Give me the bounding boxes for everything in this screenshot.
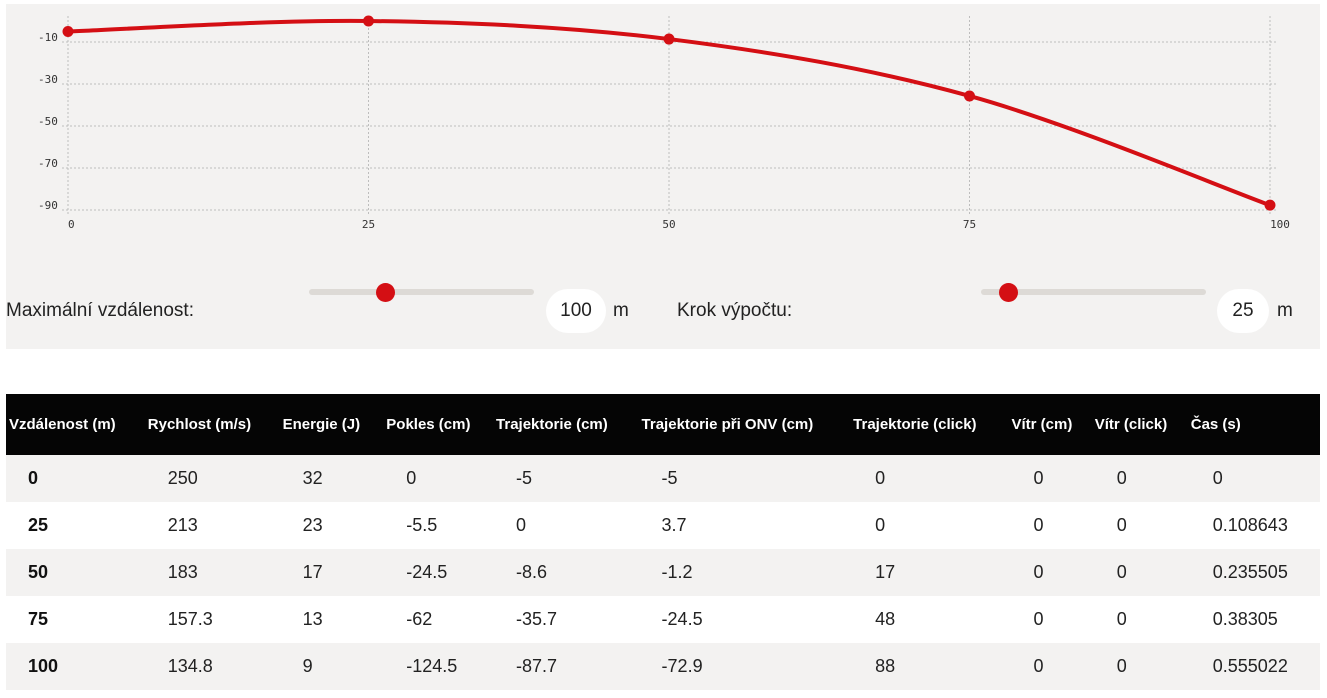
chart-controls: Maximální vzdálenost: 100 m Krok výpočtu… <box>6 274 1320 344</box>
table-cell: 0 <box>1090 502 1187 549</box>
x-tick-label: 75 <box>963 218 976 231</box>
column-header: Trajektorie (click) <box>849 394 1008 455</box>
table-cell: 134.8 <box>143 643 279 690</box>
y-tick-label: -10 <box>38 31 58 44</box>
table-cell: 48 <box>849 596 1008 643</box>
table-cell: -24.5 <box>637 596 850 643</box>
column-header: Rychlost (m/s) <box>143 394 279 455</box>
table-cell: -35.7 <box>492 596 638 643</box>
table-cell: -124.5 <box>382 643 493 690</box>
column-header: Vzdálenost (m) <box>6 394 144 455</box>
table-cell: 88 <box>849 643 1008 690</box>
table-cell: 0.235505 <box>1186 549 1320 596</box>
max-distance-slider-thumb[interactable] <box>376 283 395 302</box>
y-tick-label: -30 <box>38 73 58 86</box>
table-cell: 0 <box>1007 502 1091 549</box>
table-cell: 0 <box>1090 455 1187 502</box>
table-cell: -8.6 <box>492 549 638 596</box>
table-cell: 0 <box>1186 455 1320 502</box>
table-cell: -5.5 <box>382 502 493 549</box>
table-cell: -5 <box>637 455 850 502</box>
table-cell: -72.9 <box>637 643 850 690</box>
table-cell: 0 <box>1007 596 1091 643</box>
column-header: Vítr (cm) <box>1007 394 1091 455</box>
table-cell: 32 <box>278 455 383 502</box>
trajectory-point[interactable] <box>1264 199 1276 211</box>
table-cell: 3.7 <box>637 502 850 549</box>
trajectory-point[interactable] <box>363 15 374 27</box>
x-tick-label: 100 <box>1270 218 1290 231</box>
distance-cell: 50 <box>6 549 144 596</box>
column-header: Pokles (cm) <box>382 394 493 455</box>
table-cell: 250 <box>143 455 279 502</box>
table-cell: 23 <box>278 502 383 549</box>
column-header: Čas (s) <box>1186 394 1320 455</box>
y-tick-label: -90 <box>38 199 58 212</box>
distance-cell: 100 <box>6 643 144 690</box>
y-tick-label: -70 <box>38 157 58 170</box>
column-header: Trajektorie při ONV (cm) <box>637 394 850 455</box>
table-cell: 17 <box>278 549 383 596</box>
table-cell: -87.7 <box>492 643 638 690</box>
table-cell: 0 <box>1007 643 1091 690</box>
table-row: 0 250 32 0 -5 -5 0 0 0 0 <box>6 455 1320 502</box>
max-distance-label: Maximální vzdálenost: <box>6 300 194 321</box>
y-tick-label: -50 <box>38 115 58 128</box>
column-header: Trajektorie (cm) <box>492 394 638 455</box>
table-cell: 0.108643 <box>1186 502 1320 549</box>
distance-cell: 25 <box>6 502 144 549</box>
column-header: Vítr (click) <box>1090 394 1187 455</box>
chart-panel: -10 -30 -50 -70 -90 0 25 50 75 100 Maximální vzdá… <box>6 4 1320 349</box>
table-cell: 13 <box>278 596 383 643</box>
table-row: 100 134.8 9 -124.5 -87.7 -72.9 88 0 0 0.555022 <box>6 643 1320 690</box>
table-cell: -24.5 <box>382 549 493 596</box>
trajectory-point[interactable] <box>964 90 975 102</box>
table-row: 50 183 17 -24.5 -8.6 -1.2 17 0 0 0.235505 <box>6 549 1320 596</box>
step-input[interactable]: 25 <box>1217 289 1269 333</box>
max-distance-input[interactable]: 100 <box>546 289 606 333</box>
table-cell: 213 <box>143 502 279 549</box>
table-cell: -62 <box>382 596 493 643</box>
table-cell: 9 <box>278 643 383 690</box>
trajectory-point[interactable] <box>663 33 675 45</box>
table-cell: -1.2 <box>637 549 850 596</box>
table-row: 25 213 23 -5.5 0 3.7 0 0 0 0.108643 <box>6 502 1320 549</box>
table-cell: 183 <box>143 549 279 596</box>
table-cell: 0 <box>1007 549 1091 596</box>
table-header-row: Vzdálenost (m) Rychlost (m/s) Energie (J) P… <box>6 394 1320 455</box>
trajectory-point[interactable] <box>62 26 74 37</box>
distance-cell: 0 <box>6 455 144 502</box>
table-cell: 157.3 <box>143 596 279 643</box>
step-slider[interactable] <box>981 283 1206 302</box>
x-tick-label: 0 <box>68 218 75 231</box>
ballistics-table: Vzdálenost (m) Rychlost (m/s) Energie (J) P… <box>6 394 1320 690</box>
x-tick-label: 25 <box>362 218 375 231</box>
x-tick-label: 50 <box>662 218 675 231</box>
table-cell: 0 <box>849 455 1008 502</box>
table-cell: 0.38305 <box>1186 596 1320 643</box>
table-cell: 0 <box>849 502 1008 549</box>
table-row: 75 157.3 13 -62 -35.7 -24.5 48 0 0 0.38305 <box>6 596 1320 643</box>
step-slider-thumb[interactable] <box>998 283 1018 302</box>
table-cell: 0 <box>492 502 638 549</box>
table-cell: 0 <box>1090 596 1187 643</box>
trajectory-chart: -10 -30 -50 -70 -90 0 25 50 75 100 <box>38 15 1290 231</box>
table-cell: 0 <box>1007 455 1091 502</box>
distance-cell: 75 <box>6 596 144 643</box>
table-cell: 0 <box>1090 643 1187 690</box>
max-distance-unit: m <box>613 300 629 321</box>
table-cell: -5 <box>492 455 638 502</box>
table-cell: 0 <box>1090 549 1187 596</box>
max-distance-slider[interactable] <box>309 283 534 302</box>
table-body: 0 250 32 0 -5 -5 0 0 0 0 25 213 23 -5.5 0 3.7 0 0 0 0.10864… <box>6 455 1320 690</box>
step-label: Krok výpočtu: <box>677 300 793 321</box>
column-header: Energie (J) <box>278 394 383 455</box>
table-cell: 17 <box>849 549 1008 596</box>
step-unit: m <box>1277 300 1293 321</box>
table-cell: 0 <box>382 455 493 502</box>
table-cell: 0.555022 <box>1186 643 1320 690</box>
